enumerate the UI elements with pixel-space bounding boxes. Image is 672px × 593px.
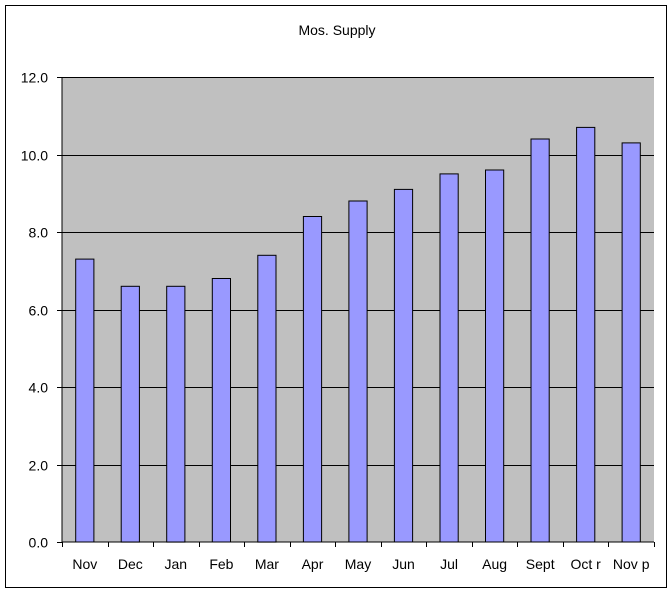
bar (393, 188, 414, 543)
bar (530, 138, 550, 543)
x-tick-label: May (345, 556, 371, 572)
bar (75, 258, 95, 543)
bar (120, 285, 140, 543)
x-tick-label: Dec (118, 556, 143, 572)
bar (348, 200, 368, 543)
bar (485, 169, 505, 543)
bar (166, 285, 186, 543)
y-tick-label: 0.0 (29, 535, 49, 551)
x-tick-label: Jul (440, 556, 458, 572)
x-tick-label: Apr (302, 556, 324, 572)
x-tick-label: Nov p (613, 556, 650, 572)
x-tick-label: Mar (255, 556, 279, 572)
y-tick-label: 12.0 (21, 70, 48, 86)
y-tick-label: 4.0 (29, 380, 49, 396)
x-tick-label: Jan (165, 556, 188, 572)
x-ticks: Nov Dec Jan Feb Mar Apr May Jun Jul Aug Sept Oct r N… (62, 542, 655, 572)
bar (621, 142, 641, 543)
x-tick-label: Sept (526, 556, 555, 572)
y-tick-label: 2.0 (29, 458, 49, 474)
y-tick-label: 6.0 (29, 303, 49, 319)
x-tick-label: Nov (72, 556, 97, 572)
bar (576, 126, 596, 543)
x-tick-label: Jun (392, 556, 415, 572)
y-ticks: 0.0 2.0 4.0 6.0 8.0 10.0 12.0 (21, 70, 62, 551)
bar (257, 254, 277, 543)
x-tick-label: Oct r (571, 556, 602, 572)
bars (75, 126, 641, 543)
x-tick-label: Feb (209, 556, 233, 572)
chart-title: Mos. Supply (298, 22, 375, 38)
bar (439, 173, 459, 543)
bar (302, 216, 323, 543)
x-tick-label: Aug (482, 556, 507, 572)
bar (211, 278, 232, 543)
y-tick-label: 8.0 (29, 225, 49, 241)
y-tick-label: 10.0 (21, 148, 48, 164)
